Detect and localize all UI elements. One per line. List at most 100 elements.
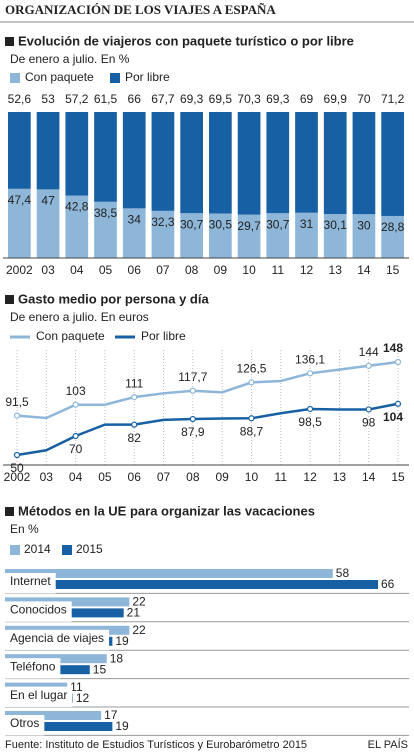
legend-label: Por libre — [125, 70, 170, 84]
bar-segment — [8, 188, 31, 258]
bar-segment — [65, 112, 89, 196]
point — [189, 387, 196, 394]
x-tick-label: 11 — [275, 470, 288, 484]
point — [189, 415, 196, 423]
bar-segment — [381, 215, 404, 258]
value-label: 52,6 — [8, 92, 32, 106]
value-label: 30,7 — [180, 217, 204, 231]
value-label: 117,7 — [178, 370, 207, 384]
value-label: 69 — [300, 92, 314, 106]
value-label: 15 — [93, 662, 107, 676]
value-label: 91,5 — [5, 395, 29, 409]
value-label: 17 — [104, 708, 118, 722]
label-box — [5, 601, 72, 622]
value-label: 53 — [41, 92, 55, 106]
bar-segment — [295, 112, 318, 213]
x-tick-label: 13 — [329, 263, 343, 277]
x-tick-label: 09 — [214, 263, 228, 277]
bar-segment — [36, 189, 60, 258]
value-label: 71,2 — [381, 92, 405, 106]
legend-swatch — [10, 545, 20, 555]
x-tick-label: 03 — [41, 263, 55, 277]
bar-segment — [352, 112, 376, 215]
value-label: 30,7 — [266, 217, 290, 231]
value-label: 88,7 — [240, 424, 264, 438]
x-tick-label: 04 — [69, 470, 83, 484]
value-label: 50 — [10, 461, 24, 475]
value-label: 19 — [115, 719, 129, 733]
credit: EL PAÍS — [368, 738, 408, 751]
value-label: 70,3 — [237, 92, 261, 106]
bar-segment — [94, 112, 117, 202]
legend-label: 2015 — [76, 542, 103, 556]
value-label: 69,9 — [324, 92, 348, 106]
bullet — [5, 295, 14, 304]
legend-label: 2014 — [24, 542, 51, 556]
x-tick-label: 07 — [157, 470, 171, 484]
value-label: 70 — [69, 442, 83, 456]
value-label: 58 — [336, 566, 350, 580]
bar — [5, 711, 102, 720]
value-label: 104 — [383, 410, 403, 424]
value-label: 34 — [128, 213, 142, 227]
value-label: 57,2 — [65, 92, 89, 106]
bullet — [5, 37, 14, 46]
label-box — [5, 686, 73, 707]
value-label: 12 — [76, 691, 90, 705]
chart-subtitle: De enero a julio. En euros — [10, 310, 149, 324]
chart-subtitle: En % — [10, 522, 39, 536]
bar — [5, 722, 113, 731]
value-label: 30 — [357, 218, 371, 232]
value-label: 98 — [362, 416, 376, 430]
x-tick-label: 09 — [215, 470, 229, 484]
chart-title: Métodos en la UE para organizar las vaca… — [18, 503, 315, 518]
point — [131, 421, 138, 428]
value-label: 30,5 — [209, 218, 233, 232]
point — [248, 379, 255, 386]
x-tick-label: 04 — [70, 263, 84, 277]
x-tick-label: 2002 — [6, 263, 33, 277]
value-label: 11 — [70, 680, 83, 694]
value-label: 47,4 — [8, 193, 32, 207]
value-label: 19 — [115, 634, 129, 648]
x-tick-label: 12 — [303, 470, 317, 484]
point — [131, 394, 138, 401]
value-label: 103 — [66, 384, 86, 398]
value-label: 69,3 — [266, 92, 290, 106]
value-label: 22 — [132, 595, 146, 609]
bar-segment — [266, 213, 290, 258]
category-label: Conocidos — [10, 603, 67, 617]
x-tick-label: 06 — [128, 263, 142, 277]
value-label: 47 — [41, 194, 55, 208]
legend-swatch — [110, 73, 120, 83]
point — [394, 400, 402, 407]
bar-segment — [8, 112, 31, 189]
source: Fuente: Instituto de Estudios Turísticos… — [5, 739, 307, 751]
line — [16, 360, 399, 420]
bar — [5, 569, 333, 578]
label-box — [5, 573, 56, 594]
label-box — [5, 715, 45, 736]
x-tick-label: 11 — [272, 263, 285, 277]
value-label: 29,7 — [237, 219, 261, 233]
legend-label: Con paquete — [36, 329, 105, 343]
point — [365, 406, 372, 413]
point — [394, 358, 402, 366]
x-tick-label: 13 — [333, 470, 347, 484]
legend-swatch — [62, 545, 72, 555]
bar-segment — [209, 213, 232, 258]
bar-segment — [266, 112, 290, 214]
category-label: Teléfono — [10, 659, 56, 673]
value-label: 61,5 — [94, 92, 118, 106]
bar-segment — [381, 112, 404, 216]
point — [72, 432, 79, 440]
bar-segment — [323, 214, 347, 258]
value-label: 98,5 — [298, 415, 322, 429]
header-title: ORGANIZACIÓN DE LOS VIAJES A ESPAÑA — [5, 2, 276, 17]
value-label: 38,5 — [94, 206, 118, 220]
bar-segment — [209, 112, 232, 214]
value-label: 82 — [128, 431, 142, 445]
value-label: 87,9 — [181, 425, 205, 439]
x-tick-label: 12 — [300, 263, 314, 277]
